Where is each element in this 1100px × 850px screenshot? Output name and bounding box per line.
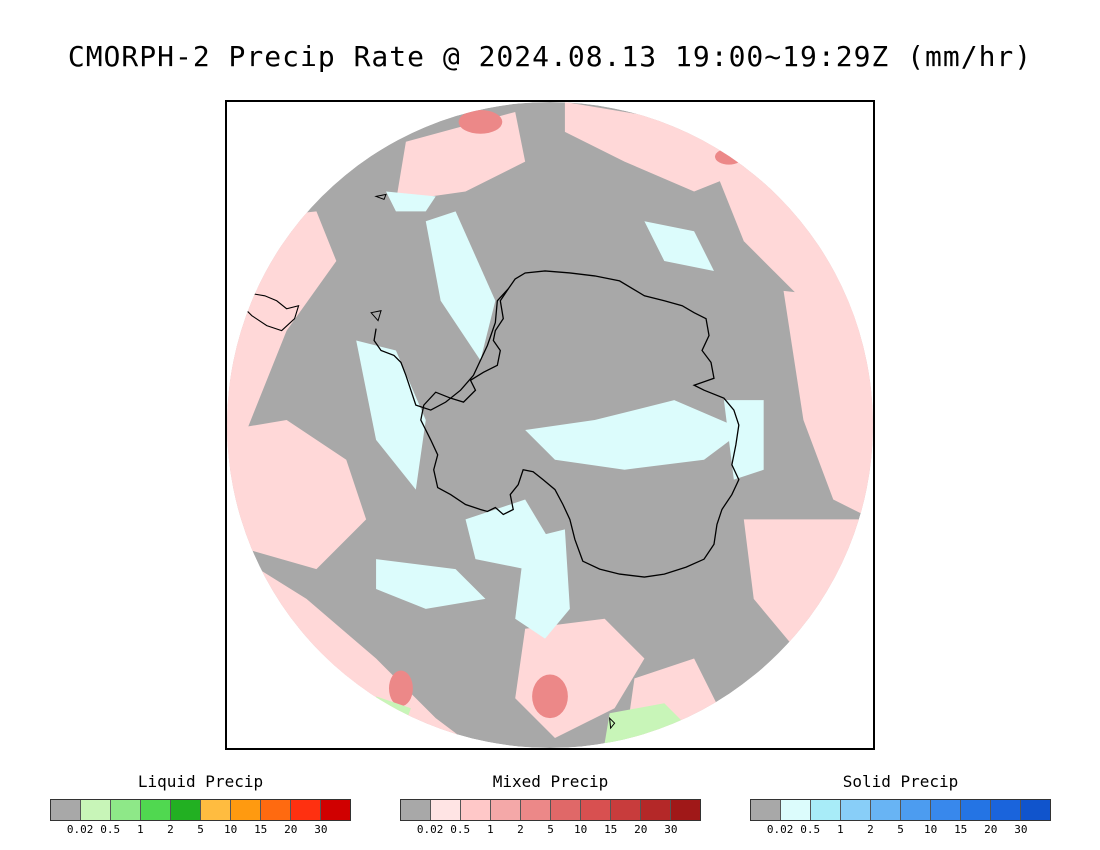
legend-swatch <box>611 800 641 820</box>
legend-tick-label: 5 <box>897 823 904 836</box>
legend-swatch <box>931 800 961 820</box>
legend-liquid: Liquid Precip 0.02 0.5 1 2 5 10 15 20 30 <box>50 772 351 837</box>
map-title: CMORPH-2 Precip Rate @ 2024.08.13 19:00~… <box>67 40 1033 73</box>
legend-tick-label: 0.02 <box>416 823 444 836</box>
legend-tick-label: 1 <box>836 823 844 836</box>
legend-swatch <box>141 800 171 820</box>
legend-tick-label: 1 <box>486 823 494 836</box>
legend-swatch <box>811 800 841 820</box>
legend-swatch <box>551 800 581 820</box>
colorbar-ticks: 0.02 0.5 1 2 5 10 15 20 30 <box>400 823 701 837</box>
antarctica-coastline <box>420 270 740 578</box>
legend-swatch <box>231 800 261 820</box>
legend-swatch <box>401 800 431 820</box>
legend-tick-label: 15 <box>604 823 618 836</box>
legend-swatch <box>901 800 931 820</box>
colorbar <box>50 799 351 821</box>
legend-swatch <box>841 800 871 820</box>
legend-swatch <box>751 800 781 820</box>
legend-swatch <box>641 800 671 820</box>
islands <box>370 193 616 730</box>
legend-swatch <box>781 800 811 820</box>
legend-tick-label: 1 <box>136 823 144 836</box>
legend-tick-label: 30 <box>664 823 678 836</box>
legend-title: Liquid Precip <box>137 772 264 791</box>
legend-tick-label: 10 <box>573 823 588 836</box>
legend-tick-label: 10 <box>223 823 238 836</box>
legend-title: Solid Precip <box>842 772 959 791</box>
legend-tick-label: 15 <box>954 823 968 836</box>
legend-swatch <box>991 800 1021 820</box>
legend-tick-label: 30 <box>1014 823 1028 836</box>
legend-swatch <box>491 800 521 820</box>
legend-tick-label: 0.5 <box>100 823 121 836</box>
legend-swatch <box>1021 800 1050 820</box>
legend-tick-label: 0.5 <box>450 823 471 836</box>
legend-swatch <box>51 800 81 820</box>
legend-swatch <box>291 800 321 820</box>
legend-swatch <box>321 800 350 820</box>
legend-tick-label: 2 <box>167 823 174 836</box>
legend-swatch <box>671 800 700 820</box>
colorbar <box>400 799 701 821</box>
legend-tick-label: 0.02 <box>66 823 94 836</box>
solid-precip-light <box>356 191 764 639</box>
colorbar-ticks: 0.02 0.5 1 2 5 10 15 20 30 <box>50 823 351 837</box>
legend-tick-label: 20 <box>634 823 648 836</box>
legend-swatch <box>111 800 141 820</box>
legend-swatch <box>961 800 991 820</box>
legend-swatch <box>261 800 291 820</box>
legend-swatch <box>581 800 611 820</box>
legend-tick-label: 2 <box>517 823 524 836</box>
legend-swatch <box>201 800 231 820</box>
legend-tick-label: 0.02 <box>766 823 794 836</box>
legend-tick-label: 30 <box>314 823 328 836</box>
legend-tick-label: 15 <box>254 823 268 836</box>
legend-swatch <box>871 800 901 820</box>
legend-tick-label: 20 <box>284 823 298 836</box>
colorbar <box>750 799 1051 821</box>
polar-map <box>225 100 875 750</box>
legend-tick-label: 5 <box>197 823 204 836</box>
south-america-tip <box>236 292 300 332</box>
legend-title: Mixed Precip <box>492 772 609 791</box>
legend-swatch <box>431 800 461 820</box>
legend-tick-label: 2 <box>867 823 874 836</box>
legend-mixed: Mixed Precip 0.02 0.5 1 2 5 10 15 20 30 <box>400 772 701 837</box>
legend-swatch <box>81 800 111 820</box>
legend-solid: Solid Precip 0.02 0.5 1 2 5 10 15 20 30 <box>750 772 1051 837</box>
legend-tick-label: 0.5 <box>800 823 821 836</box>
antarctic-peninsula <box>373 288 509 411</box>
legend-swatch <box>171 800 201 820</box>
colorbar-ticks: 0.02 0.5 1 2 5 10 15 20 30 <box>750 823 1051 837</box>
legend-tick-label: 20 <box>984 823 998 836</box>
legend-swatch <box>521 800 551 820</box>
legend-tick-label: 5 <box>547 823 554 836</box>
legend-tick-label: 10 <box>923 823 938 836</box>
legend-swatch <box>461 800 491 820</box>
